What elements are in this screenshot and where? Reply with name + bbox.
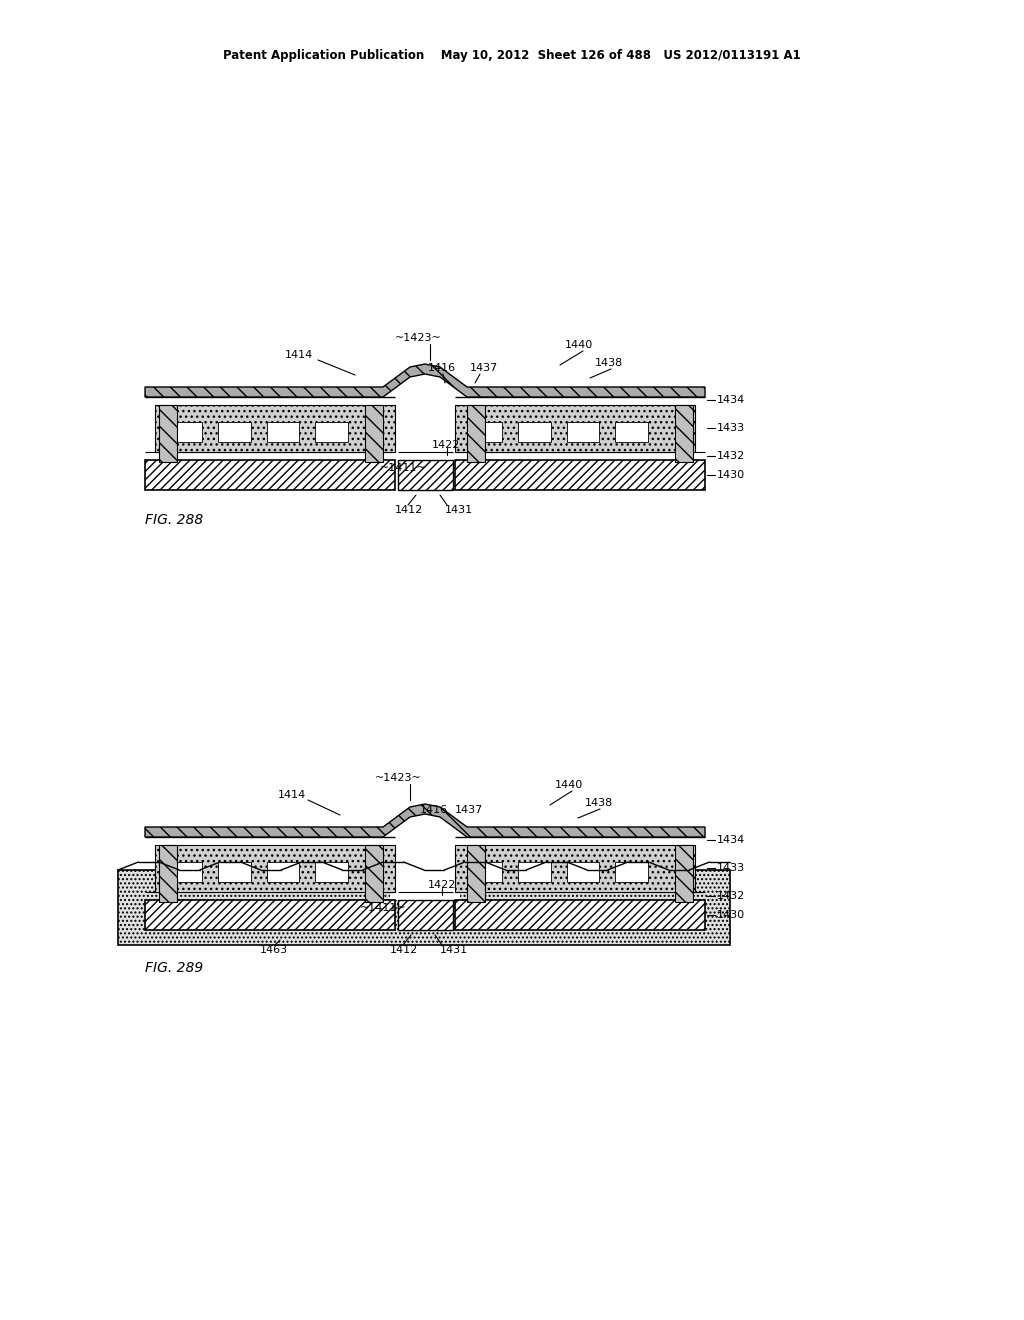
Text: 1422: 1422 [428, 880, 457, 890]
Bar [470, 422, 503, 442]
Text: 1414: 1414 [278, 789, 306, 800]
Bar [267, 422, 299, 442]
Text: 1433: 1433 [717, 422, 745, 433]
Bar [455, 405, 695, 451]
Text: 1440: 1440 [555, 780, 584, 789]
Text: 1440: 1440 [565, 341, 593, 350]
Polygon shape [145, 364, 705, 397]
Bar [615, 862, 648, 882]
Bar [467, 405, 485, 462]
Bar [470, 862, 503, 882]
Text: 1434: 1434 [717, 836, 745, 845]
Bar [675, 405, 693, 462]
Text: ~1411~: ~1411~ [360, 903, 407, 913]
Bar [155, 845, 395, 892]
Text: 1416: 1416 [428, 363, 456, 374]
Bar [159, 405, 177, 462]
Bar [397, 900, 453, 931]
Text: 1434: 1434 [717, 395, 745, 405]
Text: 1438: 1438 [595, 358, 624, 368]
Text: 1432: 1432 [717, 891, 745, 902]
Text: 1412: 1412 [395, 506, 423, 515]
Text: 1431: 1431 [445, 506, 473, 515]
Text: 1430: 1430 [717, 909, 745, 920]
Text: 1430: 1430 [717, 470, 745, 480]
Bar [218, 862, 251, 882]
Text: 1438: 1438 [585, 799, 613, 808]
Text: 1422: 1422 [432, 440, 461, 450]
Text: 1412: 1412 [390, 945, 418, 954]
Bar [145, 900, 395, 931]
Text: 1431: 1431 [440, 945, 468, 954]
Bar [615, 422, 648, 442]
Text: 1437: 1437 [470, 363, 499, 374]
Bar [567, 422, 599, 442]
Bar [567, 862, 599, 882]
Bar [467, 845, 485, 902]
Text: ~1423~: ~1423~ [395, 333, 441, 343]
Bar [455, 845, 695, 892]
Bar [315, 862, 348, 882]
Bar [365, 845, 383, 902]
Text: 1432: 1432 [717, 451, 745, 461]
Text: 1463: 1463 [260, 945, 288, 954]
Bar [455, 459, 705, 490]
Text: FIG. 288: FIG. 288 [145, 513, 203, 527]
Text: 1433: 1433 [717, 863, 745, 873]
Text: 1414: 1414 [285, 350, 313, 360]
Bar [170, 862, 203, 882]
Text: 1416: 1416 [420, 805, 449, 814]
Bar [267, 862, 299, 882]
Bar [218, 422, 251, 442]
Bar [155, 405, 395, 451]
Bar [675, 845, 693, 902]
Text: ~1423~: ~1423~ [375, 774, 422, 783]
Bar [118, 870, 730, 945]
Bar [397, 459, 453, 490]
Bar [455, 900, 705, 931]
Bar [159, 845, 177, 902]
Bar [390, 840, 460, 900]
Polygon shape [145, 804, 705, 837]
Text: ~1411~: ~1411~ [380, 463, 427, 473]
Bar [315, 422, 348, 442]
Text: 1437: 1437 [455, 805, 483, 814]
Bar [145, 459, 395, 490]
Bar [518, 422, 551, 442]
Bar [170, 422, 203, 442]
Text: Patent Application Publication    May 10, 2012  Sheet 126 of 488   US 2012/01131: Patent Application Publication May 10, 2… [223, 49, 801, 62]
Bar [365, 405, 383, 462]
Text: FIG. 289: FIG. 289 [145, 961, 203, 975]
Bar [518, 862, 551, 882]
